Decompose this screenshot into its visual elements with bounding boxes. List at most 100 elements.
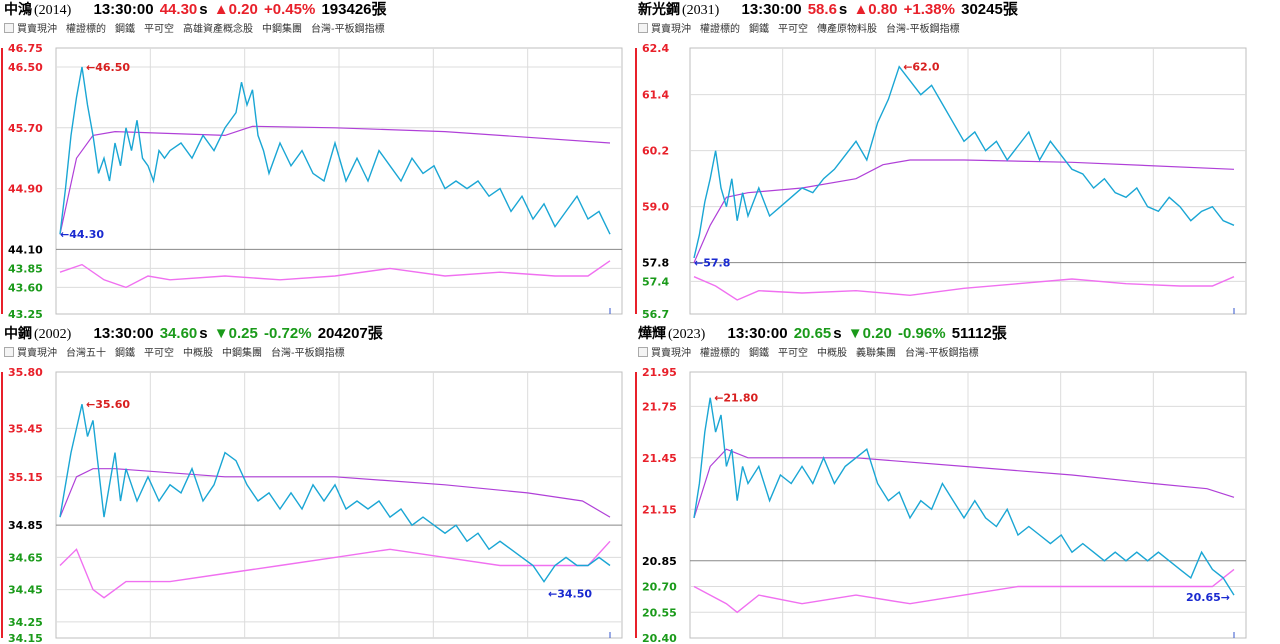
tag-item[interactable]: 中概股 — [817, 348, 847, 359]
y-tick-label: 34.15 — [8, 632, 43, 644]
series-price — [59, 66, 611, 235]
y-tick-label: 20.70 — [642, 581, 677, 594]
tag-item[interactable]: 鋼鐵 — [115, 348, 135, 359]
price-change-pct: -0.72% — [264, 325, 312, 342]
tag-item[interactable]: 台灣-平板鋼指標 — [271, 348, 345, 359]
y-tick-label: 44.90 — [8, 183, 43, 196]
stock-panel-2031[interactable]: 新光鋼 (2031) 13:30:00 58.6 s ▲0.80 +1.38% 30… — [634, 0, 1280, 321]
tag-item[interactable]: 平可空 — [778, 348, 808, 359]
y-tick-label: 46.75 — [8, 42, 43, 55]
intraday-chart[interactable]: 62.4 61.4 60.2 59.0 57.8 57.4 56.7 ←62.0 ←57.8 — [634, 42, 1264, 321]
series-price — [693, 397, 1235, 596]
tag-item[interactable]: 平可空 — [144, 24, 174, 35]
y-tick-label: 59.0 — [642, 201, 669, 214]
tag-item[interactable]: 鋼鐵 — [749, 24, 769, 35]
series-average-price — [693, 448, 1235, 519]
y-tick-label: 60.2 — [642, 145, 669, 158]
tag-item[interactable]: 台灣-平板鋼指標 — [311, 24, 385, 35]
tag-item[interactable]: 平可空 — [778, 24, 808, 35]
tag-bar: 買賣現沖 權證標的 鋼鐵 平可空 傳產原物料股 台灣-平板鋼指標 — [638, 22, 969, 38]
price-flag: s — [199, 325, 208, 342]
stock-name: 新光鋼 — [638, 2, 680, 18]
quote-header: 新光鋼 (2031) 13:30:00 58.6 s ▲0.80 +1.38% 30… — [638, 0, 1020, 20]
tag-item[interactable]: 中鋼集團 — [222, 348, 262, 359]
checkbox-icon[interactable] — [4, 347, 14, 357]
high-marker: ←21.80 — [714, 392, 758, 405]
y-tick-label: 21.75 — [642, 400, 677, 413]
stock-panel-2014[interactable]: 中鴻 (2014) 13:30:00 44.30 s ▲0.20 +0.45% 19… — [0, 0, 640, 321]
y-tick-label: 43.85 — [8, 262, 43, 275]
stock-code: (2031) — [682, 3, 720, 18]
series-average-price — [59, 468, 611, 518]
low-marker: ←44.30 — [60, 228, 104, 241]
stock-panel-2002[interactable]: 中鋼 (2002) 13:30:00 34.60 s ▼0.25 -0.72% 20… — [0, 324, 640, 644]
tag-item[interactable]: 買賣現沖 — [17, 348, 57, 359]
y-tick-label: 34.65 — [8, 551, 43, 564]
series-volume-line — [59, 260, 611, 289]
tag-item[interactable]: 買賣現沖 — [651, 24, 691, 35]
tag-item[interactable]: 買賣現沖 — [651, 348, 691, 359]
stock-name: 中鋼 — [4, 326, 32, 342]
series-volume-line — [59, 540, 611, 599]
series-price — [59, 404, 611, 583]
tag-item[interactable]: 權證標的 — [700, 348, 740, 359]
y-tick-label: 21.15 — [642, 503, 677, 516]
price-change-pct: +0.45% — [264, 1, 316, 18]
y-tick-label: 34.25 — [8, 616, 43, 629]
series-average-price — [59, 125, 611, 235]
checkbox-icon[interactable] — [638, 347, 648, 357]
series-volume-line — [693, 568, 1235, 614]
total-volume: 51112張 — [951, 325, 1007, 342]
total-volume: 193426張 — [321, 1, 387, 18]
price-change: ▼0.25 — [213, 325, 258, 342]
y-tick-label: 57.4 — [642, 275, 669, 288]
tag-item[interactable]: 義聯集團 — [856, 348, 896, 359]
tag-item[interactable]: 台灣五十 — [66, 348, 106, 359]
tag-item[interactable]: 傳產原物料股 — [817, 24, 877, 35]
checkbox-icon[interactable] — [4, 23, 14, 33]
y-tick-label: 21.95 — [642, 366, 677, 379]
stock-code: (2023) — [668, 327, 706, 342]
price-flag: s — [838, 1, 848, 18]
low-marker: ←57.8 — [694, 257, 730, 270]
y-tick-label: 34.85 — [8, 519, 43, 532]
y-tick-label: 35.45 — [8, 422, 43, 435]
y-tick-label: 20.85 — [642, 555, 677, 568]
tag-item[interactable]: 中概股 — [183, 348, 213, 359]
series-volume-line — [693, 276, 1235, 301]
quote-header: 燁輝 (2023) 13:30:00 20.65 s ▼0.20 -0.96% 51… — [638, 324, 1009, 344]
tag-item[interactable]: 鋼鐵 — [115, 24, 135, 35]
quote-time: 13:30:00 — [727, 325, 788, 342]
quote-header: 中鴻 (2014) 13:30:00 44.30 s ▲0.20 +0.45% 19… — [4, 0, 389, 20]
tag-item[interactable]: 中鋼集團 — [262, 24, 302, 35]
y-tick-label: 43.25 — [8, 308, 43, 321]
tag-item[interactable]: 權證標的 — [66, 24, 106, 35]
y-tick-label: 20.55 — [642, 606, 677, 619]
intraday-chart[interactable]: 46.75 46.50 45.70 44.90 44.10 43.85 43.60 43.25… — [0, 42, 640, 321]
tag-bar: 買賣現沖 權證標的 鋼鐵 平可空 高雄資產概念股 中鋼集團 台灣-平板鋼指標 — [4, 22, 394, 38]
price-change-pct: +1.38% — [903, 1, 955, 18]
series-price — [693, 65, 1235, 259]
tag-item[interactable]: 高雄資產概念股 — [183, 24, 253, 35]
tag-item[interactable]: 平可空 — [144, 348, 174, 359]
low-marker: 20.65→ — [1186, 591, 1230, 604]
stock-panel-2023[interactable]: 燁輝 (2023) 13:30:00 20.65 s ▼0.20 -0.96% 51… — [634, 324, 1280, 644]
tag-item[interactable]: 台灣-平板鋼指標 — [886, 24, 960, 35]
tag-item[interactable]: 權證標的 — [700, 24, 740, 35]
intraday-chart[interactable]: 21.95 21.75 21.45 21.15 20.85 20.70 20.55 20.40… — [634, 366, 1264, 644]
high-marker: ←62.0 — [903, 61, 940, 74]
y-tick-label: 35.15 — [8, 471, 43, 484]
price-change-pct: -0.96% — [898, 325, 946, 342]
tag-item[interactable]: 買賣現沖 — [17, 24, 57, 35]
checkbox-icon[interactable] — [638, 23, 648, 33]
y-tick-label: 34.45 — [8, 584, 43, 597]
price-change: ▲0.80 — [853, 1, 898, 18]
tag-item[interactable]: 台灣-平板鋼指標 — [905, 348, 979, 359]
tag-item[interactable]: 鋼鐵 — [749, 348, 769, 359]
stock-name: 中鴻 — [4, 2, 32, 18]
y-tick-label: 61.4 — [642, 89, 669, 102]
series-average-price — [693, 159, 1235, 263]
price-flag: s — [833, 325, 842, 342]
intraday-chart[interactable]: 35.80 35.45 35.15 34.85 34.65 34.45 34.25 34.15… — [0, 366, 640, 644]
quote-time: 13:30:00 — [93, 1, 154, 18]
